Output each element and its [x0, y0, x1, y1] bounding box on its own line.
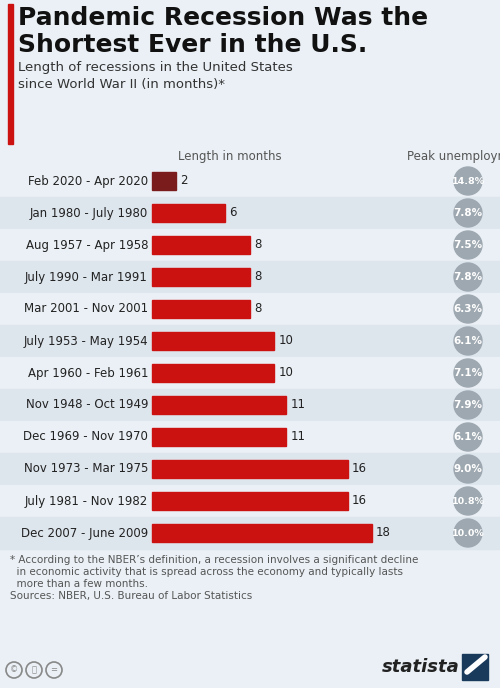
- Text: 10: 10: [278, 367, 293, 380]
- Text: * According to the NBER’s definition, a recession involves a significant decline: * According to the NBER’s definition, a …: [10, 555, 418, 565]
- Text: July 1990 - Mar 1991: July 1990 - Mar 1991: [25, 270, 148, 283]
- Text: Apr 1960 - Feb 1961: Apr 1960 - Feb 1961: [28, 367, 148, 380]
- Text: Length of recessions in the United States
since World War II (in months)*: Length of recessions in the United State…: [18, 61, 293, 91]
- FancyBboxPatch shape: [0, 485, 500, 517]
- FancyBboxPatch shape: [152, 460, 348, 478]
- Text: in economic activity that is spread across the economy and typically lasts: in economic activity that is spread acro…: [10, 567, 403, 577]
- FancyBboxPatch shape: [0, 517, 500, 549]
- Circle shape: [454, 167, 482, 195]
- Text: 8: 8: [254, 239, 261, 252]
- FancyBboxPatch shape: [152, 428, 286, 447]
- FancyBboxPatch shape: [0, 229, 500, 261]
- Text: 7.8%: 7.8%: [454, 208, 482, 218]
- Circle shape: [454, 231, 482, 259]
- FancyBboxPatch shape: [462, 654, 488, 680]
- Text: 10: 10: [278, 334, 293, 347]
- Text: July 1953 - May 1954: July 1953 - May 1954: [24, 334, 148, 347]
- FancyBboxPatch shape: [152, 396, 286, 414]
- Text: 9.0%: 9.0%: [454, 464, 482, 474]
- FancyBboxPatch shape: [8, 4, 13, 144]
- Text: 16: 16: [352, 462, 366, 475]
- Circle shape: [454, 359, 482, 387]
- FancyBboxPatch shape: [152, 492, 348, 510]
- Text: Mar 2001 - Nov 2001: Mar 2001 - Nov 2001: [24, 303, 148, 316]
- Circle shape: [454, 391, 482, 419]
- FancyBboxPatch shape: [152, 236, 250, 255]
- Text: Length in months: Length in months: [178, 150, 282, 163]
- FancyBboxPatch shape: [0, 453, 500, 485]
- Text: Aug 1957 - Apr 1958: Aug 1957 - Apr 1958: [26, 239, 148, 252]
- Text: 6: 6: [230, 206, 237, 219]
- Text: 11: 11: [290, 431, 306, 444]
- Circle shape: [454, 455, 482, 483]
- FancyBboxPatch shape: [152, 364, 274, 383]
- Text: Dec 2007 - June 2009: Dec 2007 - June 2009: [21, 526, 148, 539]
- FancyBboxPatch shape: [152, 268, 250, 286]
- Text: 18: 18: [376, 526, 391, 539]
- Text: ⓘ: ⓘ: [32, 665, 36, 674]
- Text: 8: 8: [254, 303, 261, 316]
- FancyBboxPatch shape: [152, 524, 372, 542]
- FancyBboxPatch shape: [0, 325, 500, 357]
- FancyBboxPatch shape: [0, 357, 500, 389]
- Circle shape: [454, 295, 482, 323]
- Text: Pandemic Recession Was the: Pandemic Recession Was the: [18, 6, 428, 30]
- Text: 2: 2: [180, 175, 188, 188]
- Text: Nov 1973 - Mar 1975: Nov 1973 - Mar 1975: [24, 462, 148, 475]
- Circle shape: [454, 327, 482, 355]
- Text: 7.8%: 7.8%: [454, 272, 482, 282]
- Text: ©: ©: [10, 665, 18, 674]
- Text: 7.9%: 7.9%: [454, 400, 482, 410]
- Text: =: =: [50, 665, 58, 674]
- Text: 6.1%: 6.1%: [454, 336, 482, 346]
- Text: 10.8%: 10.8%: [452, 497, 484, 506]
- FancyBboxPatch shape: [152, 204, 226, 222]
- Text: 14.8%: 14.8%: [452, 177, 484, 186]
- Circle shape: [454, 519, 482, 547]
- Text: 8: 8: [254, 270, 261, 283]
- FancyBboxPatch shape: [152, 332, 274, 350]
- Circle shape: [454, 487, 482, 515]
- Text: Feb 2020 - Apr 2020: Feb 2020 - Apr 2020: [28, 175, 148, 188]
- Text: 7.5%: 7.5%: [454, 240, 482, 250]
- FancyBboxPatch shape: [0, 165, 500, 197]
- Circle shape: [454, 423, 482, 451]
- Text: more than a few months.: more than a few months.: [10, 579, 148, 589]
- Circle shape: [454, 199, 482, 227]
- Text: 16: 16: [352, 495, 366, 508]
- Text: 6.1%: 6.1%: [454, 432, 482, 442]
- FancyBboxPatch shape: [0, 0, 500, 148]
- Text: statista: statista: [382, 658, 460, 676]
- Text: Jan 1980 - July 1980: Jan 1980 - July 1980: [30, 206, 148, 219]
- Text: Dec 1969 - Nov 1970: Dec 1969 - Nov 1970: [23, 431, 148, 444]
- FancyBboxPatch shape: [0, 389, 500, 421]
- Text: Shortest Ever in the U.S.: Shortest Ever in the U.S.: [18, 33, 367, 57]
- Text: 11: 11: [290, 398, 306, 411]
- Text: Nov 1948 - Oct 1949: Nov 1948 - Oct 1949: [26, 398, 148, 411]
- Circle shape: [454, 263, 482, 291]
- FancyBboxPatch shape: [0, 197, 500, 229]
- FancyBboxPatch shape: [152, 172, 176, 191]
- Text: 6.3%: 6.3%: [454, 304, 482, 314]
- Text: 7.1%: 7.1%: [454, 368, 482, 378]
- FancyBboxPatch shape: [152, 300, 250, 319]
- Text: Sources: NBER, U.S. Bureau of Labor Statistics: Sources: NBER, U.S. Bureau of Labor Stat…: [10, 591, 252, 601]
- Text: Peak unemployment: Peak unemployment: [407, 150, 500, 163]
- FancyBboxPatch shape: [0, 421, 500, 453]
- FancyBboxPatch shape: [0, 261, 500, 293]
- Text: July 1981 - Nov 1982: July 1981 - Nov 1982: [25, 495, 148, 508]
- Text: 10.0%: 10.0%: [452, 528, 484, 537]
- FancyBboxPatch shape: [0, 293, 500, 325]
